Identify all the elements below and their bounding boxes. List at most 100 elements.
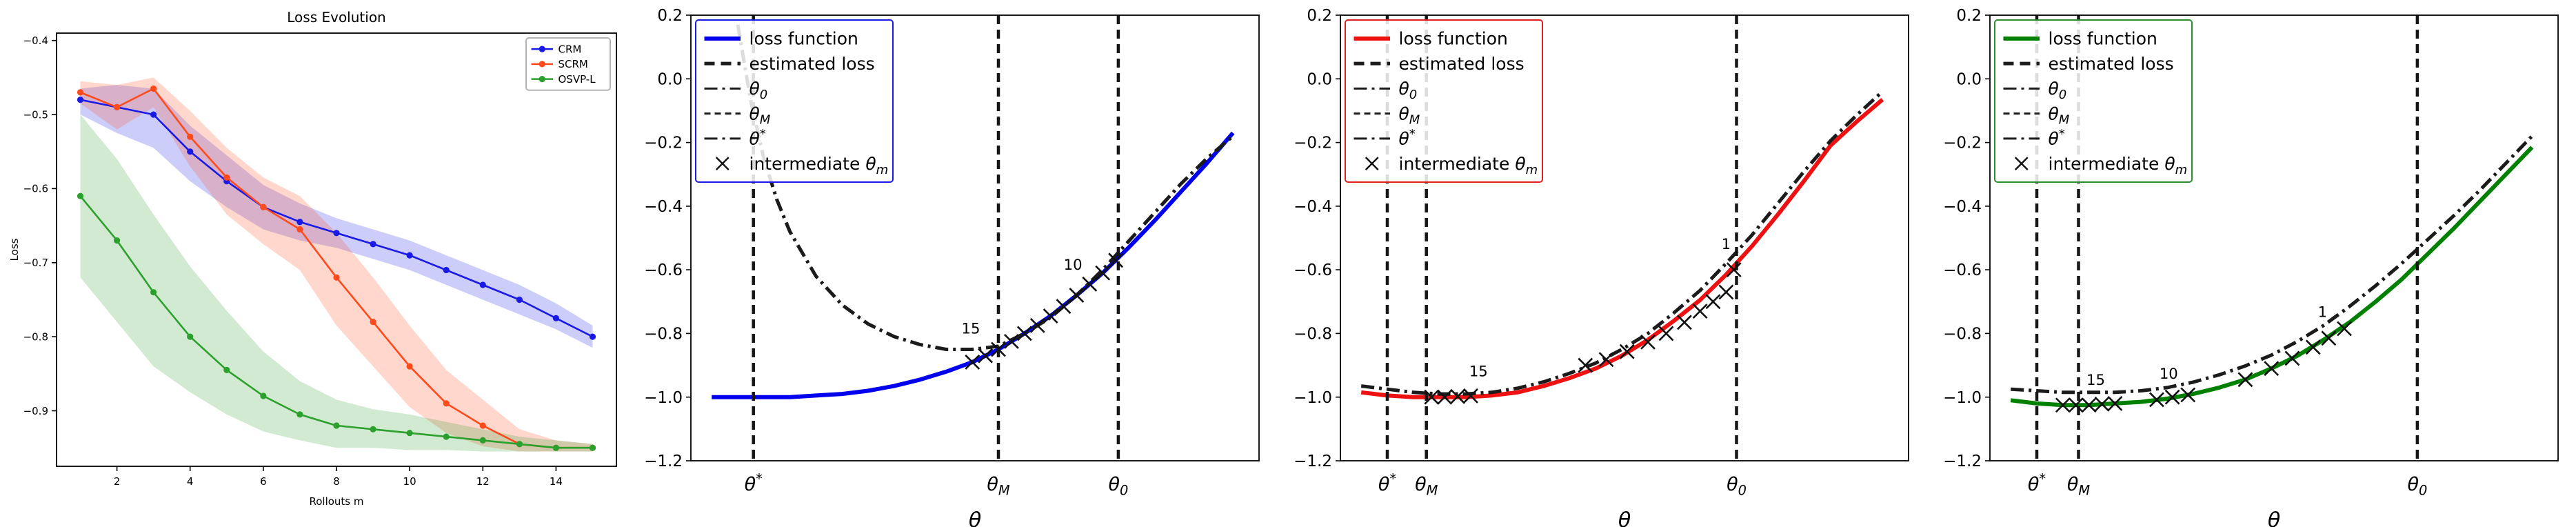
iteration-count-label: 15 bbox=[962, 319, 980, 337]
intermediate-theta-marker bbox=[965, 355, 980, 370]
intermediate-theta-marker bbox=[2180, 387, 2196, 403]
intermediate-theta-marker bbox=[1016, 326, 1032, 341]
y-tick-label: −0.8 bbox=[1294, 325, 1332, 343]
y-tick-label: −1.2 bbox=[644, 453, 683, 470]
legend-label: θ0 bbox=[749, 79, 768, 102]
SCRM-point bbox=[223, 174, 230, 181]
legend-label: intermediate θm bbox=[749, 154, 889, 177]
x-tick-label: 12 bbox=[476, 475, 490, 488]
intermediate-theta-marker bbox=[1463, 388, 1478, 404]
intermediate-theta-marker bbox=[2264, 361, 2280, 377]
x-tick-label: 10 bbox=[403, 475, 416, 488]
OSVP-L-point bbox=[479, 437, 486, 444]
legend-box bbox=[1994, 19, 2193, 183]
vline-label: θM bbox=[987, 474, 1010, 499]
intermediate-theta-marker bbox=[1082, 276, 1098, 292]
intermediate-theta-marker bbox=[1658, 326, 1674, 341]
intermediate-theta-marker bbox=[1640, 334, 1656, 350]
y-tick-label: −0.5 bbox=[23, 108, 48, 121]
legend-box bbox=[695, 19, 894, 183]
iteration-count-label: 1 bbox=[1722, 235, 1731, 252]
intermediate-theta-marker bbox=[1726, 262, 1742, 278]
vline-label: θM bbox=[2067, 474, 2091, 499]
figure-panel-landscape-scrm: θ* θM θ0 15 1 0.2 0.0 −0.2 −0.4 −0.6 −0.8 −1.0 −1.2 θ… bbox=[1277, 0, 1926, 527]
x-tick-label: 6 bbox=[260, 475, 267, 488]
CRM-point bbox=[552, 315, 560, 321]
legend-box bbox=[525, 37, 611, 91]
OSVP-L-point bbox=[406, 430, 413, 437]
SCRM-point bbox=[260, 203, 267, 210]
SCRM-point bbox=[333, 274, 340, 281]
OSVP-L-point bbox=[370, 426, 376, 432]
y-tick-label: −0.2 bbox=[1294, 135, 1332, 152]
OSVP-L-point bbox=[223, 366, 230, 374]
intermediate-theta-marker bbox=[1095, 265, 1111, 281]
CRM-point bbox=[150, 111, 157, 118]
OSVP-L-point bbox=[333, 422, 340, 429]
intermediate-theta-marker bbox=[1108, 252, 1124, 268]
legend-label: OSVP-L bbox=[559, 73, 596, 86]
y-tick-label: −0.9 bbox=[23, 405, 48, 417]
legend-label: θ0 bbox=[2049, 79, 2067, 102]
intermediate-theta-marker bbox=[991, 341, 1006, 357]
intermediate-theta-marker bbox=[2321, 330, 2337, 346]
OSVP-L-point bbox=[77, 192, 84, 199]
legend-label: θ* bbox=[1399, 127, 1416, 149]
vline-label: θ* bbox=[745, 471, 763, 495]
legend-label: θM bbox=[2049, 103, 2070, 127]
legend-label: intermediate θm bbox=[2049, 154, 2188, 177]
y-tick-label: −1.0 bbox=[644, 389, 683, 407]
figure-panel-landscape-osvp: θ* θM θ0 15 10 1 0.2 0.0 −0.2 −0.4 −0.6 −0.8 −1.0 −1.… bbox=[1926, 0, 2576, 527]
intermediate-theta-marker bbox=[1692, 304, 1708, 319]
vline-label: θ* bbox=[1378, 471, 1397, 495]
CRM-point bbox=[370, 241, 376, 248]
CRM-point bbox=[589, 333, 596, 340]
iteration-count-label: 15 bbox=[2086, 371, 2105, 388]
OSVP-L-point bbox=[114, 237, 121, 244]
y-tick-label: 0.0 bbox=[1956, 70, 1982, 88]
estimated-loss-line bbox=[2011, 135, 2534, 395]
CRM-point bbox=[296, 219, 303, 226]
axes-frame bbox=[1989, 14, 2559, 461]
y-tick-label: −0.6 bbox=[23, 183, 48, 195]
y-tick-label: 0.2 bbox=[1956, 7, 1982, 25]
iteration-count-label: 10 bbox=[1064, 256, 1083, 273]
y-tick-label: −0.4 bbox=[644, 198, 683, 216]
y-tick-label: −0.8 bbox=[23, 330, 48, 343]
iteration-count-label: 15 bbox=[1469, 363, 1488, 380]
figure-panel-landscape-crm: θ* θM θ0 15 10 0.2 0.0 −0.2 −0.4 −0.6 −0.8 −1.0 −1.2… bbox=[627, 0, 1277, 527]
legend-marker-sample bbox=[715, 157, 729, 170]
chart-title: Loss Evolution bbox=[287, 9, 385, 26]
y-tick-label: −0.6 bbox=[1943, 261, 1982, 279]
loss-function-line bbox=[2010, 146, 2534, 408]
legend-label: θ* bbox=[749, 127, 766, 149]
legend-label: SCRM bbox=[559, 58, 588, 70]
legend-label: θ0 bbox=[1399, 79, 1418, 102]
intermediate-theta-marker bbox=[1437, 389, 1453, 405]
intermediate-theta-marker bbox=[1043, 308, 1058, 324]
y-tick-label: −0.2 bbox=[1943, 135, 1982, 152]
CRM-point bbox=[187, 148, 194, 155]
legend-label: θM bbox=[749, 103, 771, 127]
y-tick-label: −0.8 bbox=[644, 325, 683, 343]
y-tick-label: −0.8 bbox=[1943, 325, 1982, 343]
y-tick-label: −1.0 bbox=[1943, 389, 1982, 407]
y-tick-label: −0.7 bbox=[23, 257, 48, 269]
SCRM-point bbox=[443, 400, 450, 407]
y-tick-label: 0.0 bbox=[657, 70, 683, 88]
y-tick-label: −1.2 bbox=[1943, 453, 1982, 470]
vline-label: θ0 bbox=[1727, 474, 1747, 499]
intermediate-theta-marker bbox=[2164, 389, 2180, 405]
SCRM-point bbox=[406, 363, 413, 370]
intermediate-theta-marker bbox=[1598, 352, 1614, 368]
SCRM-confidence-band bbox=[80, 77, 593, 452]
legend-label: loss function bbox=[1399, 29, 1508, 49]
x-tick-label: 14 bbox=[550, 475, 563, 488]
y-tick-label: −0.4 bbox=[23, 34, 48, 47]
OSVP-L-point bbox=[187, 333, 194, 340]
x-axis-label: Rollouts m bbox=[309, 495, 363, 508]
iteration-count-label: 1 bbox=[2318, 303, 2327, 320]
x-axis-label: θ bbox=[1618, 508, 1631, 527]
intermediate-theta-marker bbox=[1677, 315, 1692, 330]
